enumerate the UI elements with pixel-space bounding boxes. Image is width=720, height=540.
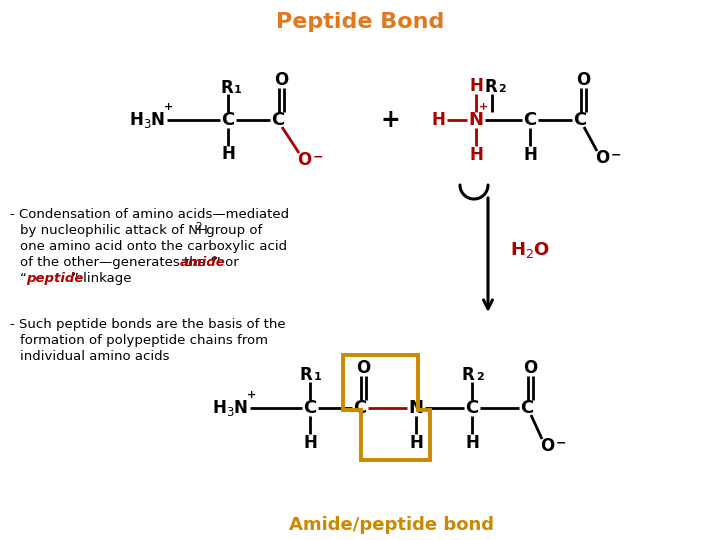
Text: 1: 1 — [314, 372, 322, 382]
Text: H: H — [303, 434, 317, 452]
Text: R: R — [300, 366, 312, 384]
Text: by nucleophilic attack of NH: by nucleophilic attack of NH — [20, 224, 208, 237]
Text: O: O — [595, 149, 609, 167]
Text: formation of polypeptide chains from: formation of polypeptide chains from — [20, 334, 268, 347]
Text: R: R — [220, 79, 233, 97]
Text: O: O — [274, 71, 288, 89]
Text: ” linkage: ” linkage — [72, 272, 132, 285]
Text: H$_3$N: H$_3$N — [129, 110, 165, 130]
Text: 2: 2 — [498, 84, 505, 94]
Text: individual amino acids: individual amino acids — [20, 350, 169, 363]
Text: +: + — [164, 102, 174, 112]
Text: O: O — [297, 151, 311, 169]
Text: C: C — [523, 111, 536, 129]
Text: “: “ — [20, 272, 27, 285]
Text: −: − — [556, 436, 567, 449]
Text: C: C — [354, 399, 366, 417]
Text: H$_3$N: H$_3$N — [212, 398, 248, 418]
Text: - Such peptide bonds are the basis of the: - Such peptide bonds are the basis of th… — [10, 318, 286, 331]
Text: N: N — [408, 399, 423, 417]
Text: of the other—generates the “: of the other—generates the “ — [20, 256, 217, 269]
Text: ” or: ” or — [214, 256, 239, 269]
Text: group of: group of — [202, 224, 262, 237]
Text: N: N — [469, 111, 484, 129]
Text: +: + — [247, 390, 256, 400]
Text: one amino acid onto the carboxylic acid: one amino acid onto the carboxylic acid — [20, 240, 287, 253]
Text: O: O — [523, 359, 537, 377]
Text: H: H — [469, 146, 483, 164]
Text: H: H — [523, 146, 537, 164]
Text: H: H — [409, 434, 423, 452]
Text: C: C — [271, 111, 284, 129]
Text: O: O — [540, 437, 554, 455]
Text: O: O — [356, 359, 370, 377]
Text: H: H — [469, 77, 483, 95]
Text: −: − — [313, 151, 323, 164]
Text: +: + — [480, 102, 489, 112]
Text: C: C — [465, 399, 479, 417]
Text: - Condensation of amino acids—mediated: - Condensation of amino acids—mediated — [10, 208, 289, 221]
Text: amide: amide — [180, 256, 226, 269]
Text: O: O — [576, 71, 590, 89]
Text: R: R — [485, 78, 498, 96]
Text: H$_2$O: H$_2$O — [510, 240, 550, 260]
Text: 1: 1 — [234, 85, 242, 95]
Text: C: C — [573, 111, 587, 129]
Text: peptide: peptide — [26, 272, 84, 285]
Text: C: C — [221, 111, 235, 129]
Text: H: H — [431, 111, 445, 129]
Text: C: C — [303, 399, 317, 417]
Text: 2: 2 — [195, 221, 202, 232]
Text: H: H — [221, 145, 235, 163]
Text: R: R — [462, 366, 474, 384]
Text: C: C — [521, 399, 534, 417]
Text: Amide/peptide bond: Amide/peptide bond — [289, 516, 494, 534]
Text: +: + — [380, 108, 400, 132]
Text: Peptide Bond: Peptide Bond — [276, 12, 444, 32]
Text: H: H — [465, 434, 479, 452]
Text: −: − — [611, 148, 621, 161]
Text: 2: 2 — [476, 372, 484, 382]
